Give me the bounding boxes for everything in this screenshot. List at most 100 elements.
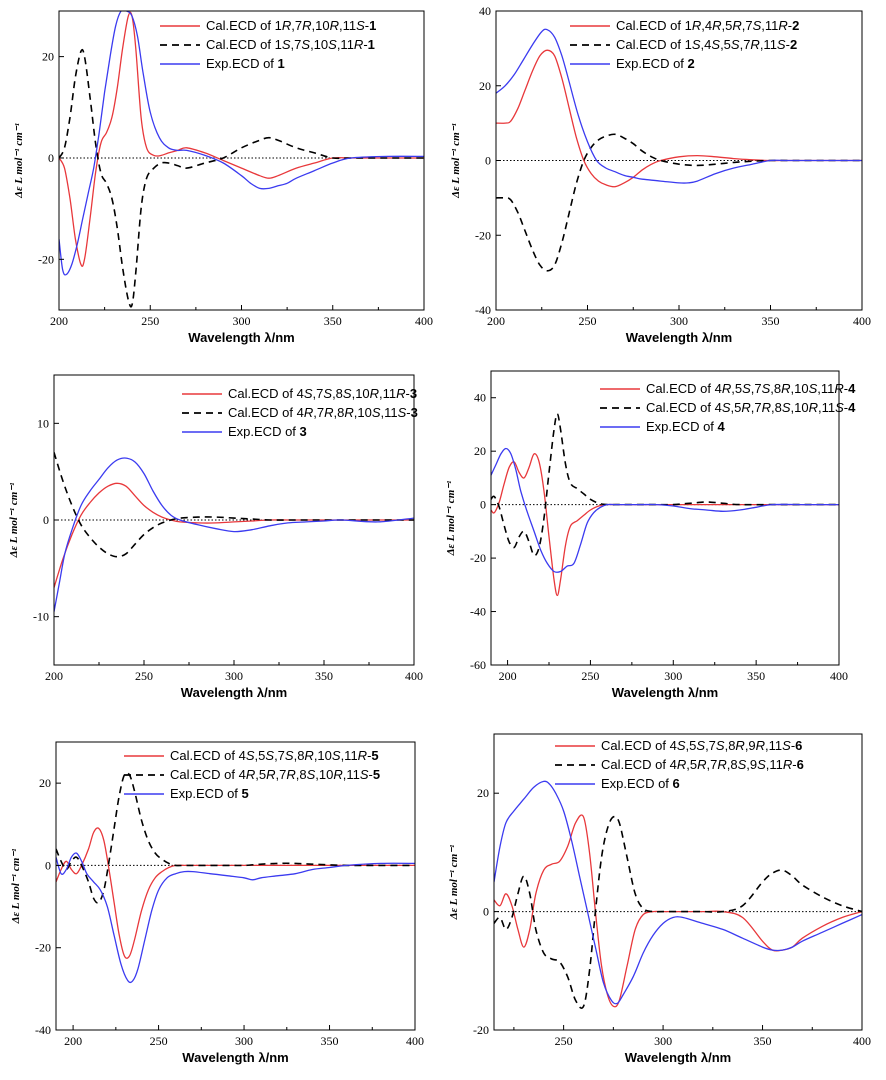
y-tick-label: 0 bbox=[45, 858, 51, 872]
x-tick-label: 250 bbox=[141, 314, 159, 328]
x-axis-label: Wavelength λ/nm bbox=[626, 330, 732, 345]
y-tick-label: 20 bbox=[39, 776, 51, 790]
y-tick-label: -20 bbox=[38, 252, 54, 266]
series-line-5-2 bbox=[56, 771, 415, 904]
x-tick-label: 300 bbox=[235, 1034, 253, 1048]
x-tick-label: 350 bbox=[754, 1034, 772, 1048]
x-tick-label: 400 bbox=[405, 669, 423, 683]
x-tick-label: 250 bbox=[555, 1034, 573, 1048]
series-line-1-2 bbox=[59, 48, 424, 308]
series-line-2-2 bbox=[496, 133, 862, 272]
x-tick-label: 400 bbox=[853, 1034, 871, 1048]
y-axis-label: Δε L mol⁻¹ cm⁻¹ bbox=[445, 481, 457, 557]
legend-entry: Cal.ECD of 4S,7S,8S,10R,11R-3 bbox=[228, 386, 417, 401]
series-line-2-1 bbox=[496, 49, 862, 188]
x-tick-label: 350 bbox=[315, 669, 333, 683]
x-axis-label: Wavelength λ/nm bbox=[182, 1050, 288, 1065]
y-axis-label: Δε L mol⁻¹ cm⁻¹ bbox=[8, 483, 20, 559]
series-line-2-3 bbox=[496, 28, 862, 184]
y-tick-label: 20 bbox=[474, 444, 486, 458]
series-line-6-3 bbox=[494, 780, 862, 1005]
series-line-4-3 bbox=[491, 447, 839, 573]
x-tick-label: 400 bbox=[853, 314, 871, 328]
x-tick-label: 200 bbox=[45, 669, 63, 683]
y-axis-label: Δε L mol⁻¹ cm⁻¹ bbox=[10, 849, 22, 925]
series-line-5-1 bbox=[56, 827, 415, 959]
legend-entry: Cal.ECD of 4S,5S,7S,8R,10S,11R-5 bbox=[170, 748, 379, 763]
legend-entry: Cal.ECD of 4R,5R,7R,8S,9S,11R-6 bbox=[601, 757, 804, 772]
x-axis-label: Wavelength λ/nm bbox=[181, 685, 287, 700]
x-tick-label: 300 bbox=[664, 669, 682, 683]
x-tick-label: 400 bbox=[830, 669, 848, 683]
legend-entry: Exp.ECD of 3 bbox=[228, 424, 307, 439]
y-tick-label: 20 bbox=[479, 79, 491, 93]
plot-frame bbox=[490, 370, 840, 666]
legend-entry: Cal.ECD of 4S,5S,7S,8R,9R,11S-6 bbox=[601, 738, 802, 753]
y-tick-label: 0 bbox=[485, 154, 491, 168]
y-tick-label: 0 bbox=[43, 513, 49, 527]
x-tick-label: 250 bbox=[579, 314, 597, 328]
legend-entry: Exp.ECD of 5 bbox=[170, 786, 249, 801]
legend: Cal.ECD of 4R,5S,7S,8R,10S,11R-4 Cal.ECD … bbox=[600, 381, 856, 434]
series-line-1-1 bbox=[59, 11, 424, 267]
y-tick-label: -20 bbox=[473, 1023, 489, 1037]
y-tick-label: 20 bbox=[477, 786, 489, 800]
legend-entry: Cal.ECD of 4R,7R,8R,10S,11S-3 bbox=[228, 405, 418, 420]
y-tick-label: -10 bbox=[33, 610, 49, 624]
x-tick-label: 350 bbox=[321, 1034, 339, 1048]
legend: Cal.ECD of 4S,5S,7S,8R,10S,11R-5 Cal.ECD … bbox=[124, 748, 380, 801]
series-line-1-3 bbox=[59, 11, 424, 276]
x-tick-label: 350 bbox=[747, 669, 765, 683]
x-tick-label: 350 bbox=[762, 314, 780, 328]
x-tick-label: 200 bbox=[64, 1034, 82, 1048]
y-tick-label: -40 bbox=[475, 303, 491, 317]
y-tick-label: -40 bbox=[470, 605, 486, 619]
x-axis-label: Wavelength λ/nm bbox=[612, 685, 718, 700]
x-axis-label: Wavelength λ/nm bbox=[625, 1050, 731, 1065]
legend-entry: Exp.ECD of 2 bbox=[616, 56, 695, 71]
series-line-3-2 bbox=[54, 452, 414, 558]
x-tick-label: 250 bbox=[135, 669, 153, 683]
chart-panel-6: 250 300 350 400 -20 0 20 Wavelength λ/nm Δε L mo… bbox=[448, 733, 871, 1065]
y-tick-label: 0 bbox=[483, 905, 489, 919]
legend: Cal.ECD of 4S,5S,7S,8R,9R,11S-6 Cal.ECD o… bbox=[555, 738, 804, 791]
y-tick-label: 40 bbox=[479, 4, 491, 18]
series-line-3-1 bbox=[54, 482, 414, 588]
legend-entry: Exp.ECD of 1 bbox=[206, 56, 285, 71]
x-tick-label: 300 bbox=[670, 314, 688, 328]
x-tick-label: 200 bbox=[499, 669, 517, 683]
y-axis-label: Δε L mol⁻¹ cm⁻¹ bbox=[448, 845, 460, 921]
x-tick-label: 250 bbox=[150, 1034, 168, 1048]
legend: Cal.ECD of 4S,7S,8S,10R,11R-3 Cal.ECD of … bbox=[182, 386, 418, 439]
x-tick-label: 200 bbox=[487, 314, 505, 328]
y-tick-label: 0 bbox=[48, 151, 54, 165]
legend-entry: Exp.ECD of 4 bbox=[646, 419, 726, 434]
y-tick-label: -20 bbox=[35, 941, 51, 955]
series-line-6-1 bbox=[494, 814, 862, 1008]
y-tick-label: 0 bbox=[480, 498, 486, 512]
legend-entry: Cal.ECD of 1R,4R,5R,7S,11R-2 bbox=[616, 18, 799, 33]
x-tick-label: 300 bbox=[225, 669, 243, 683]
plot-frame bbox=[493, 733, 863, 1031]
legend-entry: Exp.ECD of 6 bbox=[601, 776, 680, 791]
x-tick-label: 350 bbox=[324, 314, 342, 328]
y-tick-label: 20 bbox=[42, 50, 54, 64]
y-tick-label: -40 bbox=[35, 1023, 51, 1037]
chart-panel-4: 200 250 300 350 400 -60 -40 -20 0 20 40 Wavelength … bbox=[445, 370, 856, 700]
series-line-4-1 bbox=[491, 453, 839, 597]
legend: Cal.ECD of 1R,7R,10R,11S-1 Cal.ECD of 1S,… bbox=[160, 18, 376, 71]
x-tick-label: 300 bbox=[654, 1034, 672, 1048]
x-tick-label: 400 bbox=[406, 1034, 424, 1048]
legend: Cal.ECD of 1R,4R,5R,7S,11R-2 Cal.ECD of 1… bbox=[570, 18, 799, 71]
legend-entry: Cal.ECD of 4R,5R,7R,8S,10R,11S-5 bbox=[170, 767, 380, 782]
legend-entry: Cal.ECD of 4S,5R,7R,8S,10R,11S-4 bbox=[646, 400, 856, 415]
y-tick-label: -20 bbox=[475, 228, 491, 242]
series-line-6-2 bbox=[494, 815, 862, 1009]
chart-panel-2: 200 250 300 350 400 -40 -20 0 20 40 Wavelength λ/n… bbox=[450, 4, 871, 345]
series-line-3-3 bbox=[54, 457, 414, 612]
legend-entry: Cal.ECD of 4R,5S,7S,8R,10S,11R-4 bbox=[646, 381, 856, 396]
legend-entry: Cal.ECD of 1R,7R,10R,11S-1 bbox=[206, 18, 376, 33]
x-tick-label: 300 bbox=[233, 314, 251, 328]
x-tick-label: 200 bbox=[50, 314, 68, 328]
plot-frame bbox=[55, 741, 416, 1031]
